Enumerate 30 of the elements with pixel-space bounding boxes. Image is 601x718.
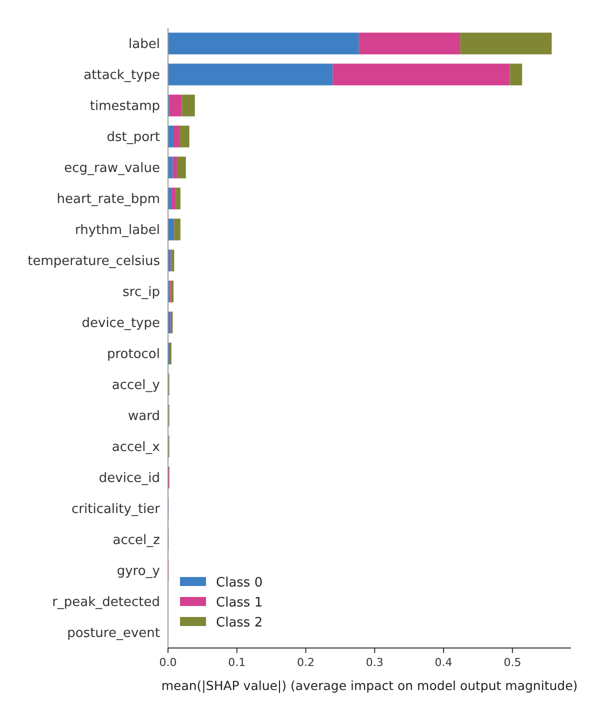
y-tick-label: label bbox=[128, 37, 160, 52]
x-tick-label: 0.3 bbox=[366, 656, 384, 669]
y-tick-label: accel_y bbox=[112, 378, 160, 394]
y-tick-label: gyro_y bbox=[116, 564, 160, 580]
x-tick-label: 0.5 bbox=[504, 656, 522, 669]
y-tick-label: temperature_celsius bbox=[28, 254, 160, 270]
x-tick-label: 0.2 bbox=[297, 656, 315, 669]
y-tick-label: protocol bbox=[106, 347, 160, 362]
y-tick-label: heart_rate_bpm bbox=[56, 192, 160, 208]
y-tick-label: dst_port bbox=[106, 130, 160, 146]
x-tick-label: 0.1 bbox=[228, 656, 246, 669]
x-tick-label: 0.4 bbox=[434, 656, 452, 669]
y-tick-label: device_type bbox=[82, 316, 160, 332]
y-tick-label: ward bbox=[128, 409, 160, 424]
legend-label: Class 0 bbox=[216, 576, 263, 591]
y-tick-label: ecg_raw_value bbox=[64, 161, 160, 176]
y-tick-label: posture_event bbox=[67, 626, 160, 642]
y-tick-label: rhythm_label bbox=[75, 223, 160, 238]
y-tick-label: accel_x bbox=[112, 440, 160, 456]
legend-label: Class 1 bbox=[216, 596, 263, 611]
y-tick-label: accel_z bbox=[112, 533, 160, 548]
x-axis-title: mean(|SHAP value|) (average impact on model output magnitude) bbox=[161, 678, 578, 693]
y-tick-label: src_ip bbox=[122, 285, 160, 300]
legend-label: Class 2 bbox=[216, 616, 263, 631]
y-tick-label: criticality_tier bbox=[72, 502, 161, 518]
y-tick-label: r_peak_detected bbox=[52, 595, 160, 610]
y-tick-label: device_id bbox=[98, 471, 160, 486]
y-tick-label: timestamp bbox=[90, 99, 160, 114]
y-tick-label: attack_type bbox=[84, 68, 160, 84]
x-tick-label: 0.0 bbox=[159, 656, 177, 669]
